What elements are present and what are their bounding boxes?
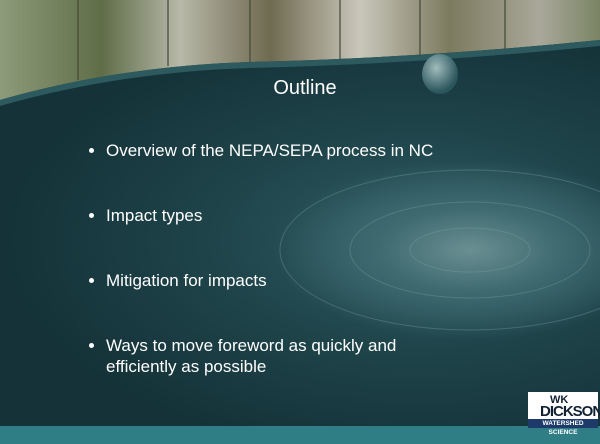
- logo: WK DICKSON WATERSHED SCIENCE: [528, 392, 598, 428]
- bullet-list: Overview of the NEPA/SEPA process in NC …: [84, 140, 600, 377]
- bullet: Mitigation for impacts: [106, 270, 600, 291]
- bullet: Overview of the NEPA/SEPA process in NC: [106, 140, 600, 161]
- slide-title: Outline: [200, 77, 410, 100]
- slide: Outline Overview of the NEPA/SEPA proces…: [0, 0, 600, 444]
- footer-band: [0, 426, 600, 444]
- bullet: Impact types: [106, 205, 600, 226]
- logo-tagline: WATERSHED SCIENCE: [528, 419, 598, 428]
- logo-name: DICKSON: [540, 403, 600, 420]
- water-drop: [422, 54, 458, 94]
- bullet: Ways to move foreword as quickly and eff…: [106, 335, 436, 377]
